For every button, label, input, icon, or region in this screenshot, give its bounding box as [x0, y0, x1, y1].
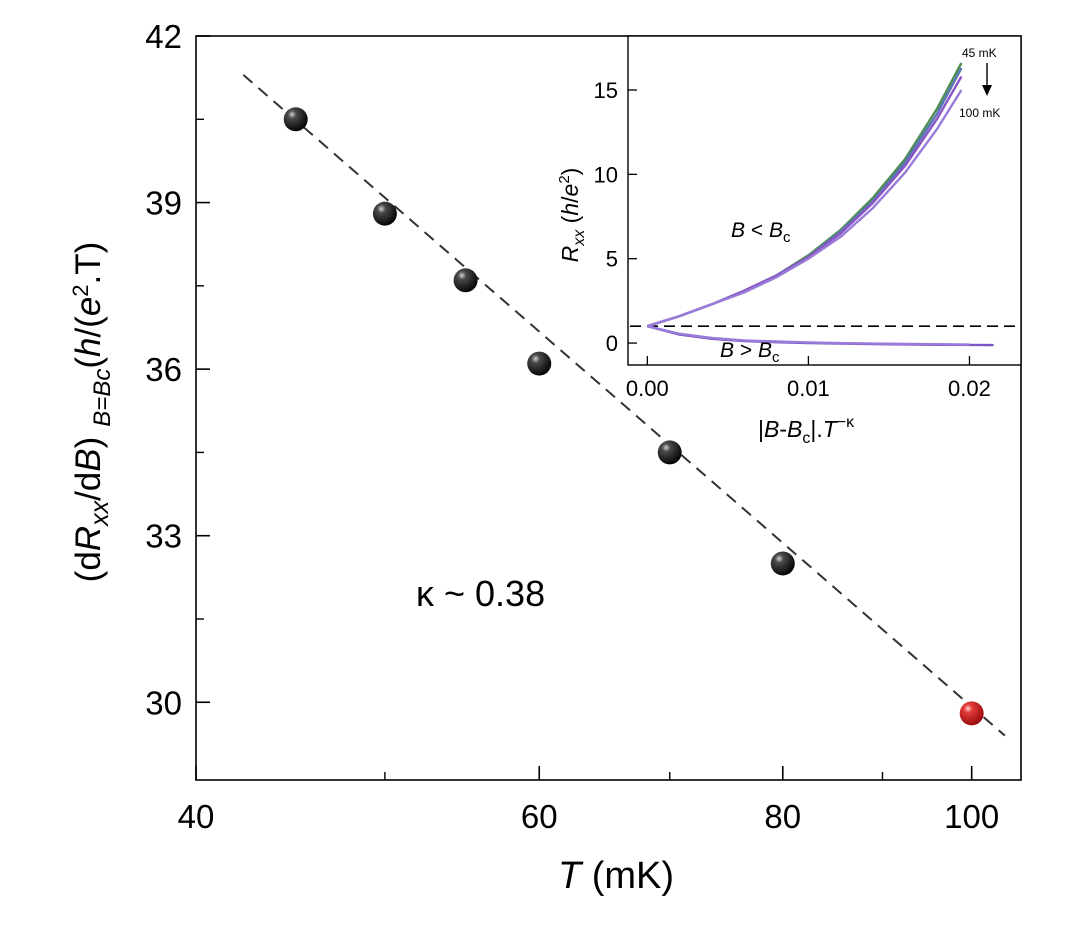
lower-op: >: [734, 339, 758, 362]
main-y-axis-title: (dRxx/dB) B=Bc(h/(e2.T): [68, 242, 116, 583]
iy-unit-e: e: [557, 184, 583, 197]
main-x-tick-labels: 40 60 80 100: [178, 798, 1000, 835]
x-tick-label: 60: [521, 798, 558, 835]
inset-y-tick-label: 15: [594, 78, 618, 103]
inset-y-tick-labels: 0 5 10 15: [594, 78, 618, 356]
lower-var2: B: [758, 339, 772, 362]
y-eval-sub: B=Bc: [89, 369, 116, 427]
ix-post: |.: [810, 416, 822, 442]
data-point: [283, 107, 308, 132]
y-sub: xx: [86, 499, 114, 527]
x-axis-var: T: [558, 855, 584, 897]
inset-y-tick-label: 10: [594, 162, 618, 187]
inset-curve-upper: [646, 89, 963, 328]
inset-curve-lower: [647, 325, 970, 346]
data-point: [372, 201, 397, 226]
iy-unit-slash: /: [557, 196, 583, 203]
y-tick-label: 42: [145, 18, 182, 55]
ix-var2: B: [787, 416, 802, 442]
ix-var: B: [764, 416, 779, 442]
y-close: ): [69, 437, 108, 449]
inset-upper-label: B < Bc: [731, 219, 791, 246]
y-tick-label: 30: [145, 684, 182, 721]
upper-op: <: [745, 219, 769, 242]
y-unit-h: h: [69, 338, 108, 357]
inset-x-tick-label: 0.02: [948, 376, 991, 401]
iy-unit-open: (: [557, 215, 583, 229]
y-unit-sup: 2: [68, 284, 93, 296]
data-point: [657, 440, 682, 465]
y-open: (d: [69, 551, 108, 582]
y-tick-label: 36: [145, 351, 182, 388]
iy-unit-close: ): [557, 168, 583, 176]
y-unit-slash: /(: [69, 316, 108, 338]
inset-plot-frame: [627, 35, 1022, 366]
y-mid: /d: [69, 472, 108, 501]
ix-sup: −κ: [837, 414, 855, 431]
y-var2: B: [69, 448, 108, 471]
x-tick-label: 80: [764, 798, 801, 835]
inset-y-tick-label: 5: [606, 247, 618, 272]
inset-y-tick-label: 0: [606, 331, 618, 356]
fit-line: [242, 74, 1006, 737]
inset-x-tick-label: 0.00: [626, 376, 669, 401]
main-x-axis-title: T (mK): [558, 855, 674, 897]
ix-var3: T: [823, 416, 839, 442]
inset-curves: [646, 62, 994, 347]
inset-x-tick-labels: 0.00 0.01 0.02: [626, 376, 991, 401]
x-tick-label: 100: [944, 798, 999, 835]
data-point: [527, 351, 552, 376]
y-var: R: [69, 526, 108, 551]
main-plot-frame: [195, 35, 1022, 781]
main-axis-ticks: [195, 35, 973, 780]
y-tick-label: 39: [145, 185, 182, 222]
inset-temp-low-label: 100 mK: [959, 106, 1000, 120]
data-point: [453, 268, 478, 293]
iy-var: R: [557, 246, 583, 263]
y-unit-e: e: [69, 297, 108, 316]
inset-axis-ticks: [628, 89, 971, 365]
lower-var: B: [720, 339, 734, 362]
inset-x-tick-label: 0.01: [787, 376, 830, 401]
upper-var2: B: [769, 219, 783, 242]
y-tick-label: 33: [145, 518, 182, 555]
kappa-annotation: κ ~ 0.38: [416, 573, 545, 614]
x-axis-unit: (mK): [581, 855, 674, 897]
upper-var: B: [731, 219, 745, 242]
ix-mid: -: [779, 416, 787, 442]
iy-sub: xx: [571, 229, 588, 247]
temp-arrow-head-icon: [982, 85, 992, 96]
iy-unit-h: h: [557, 203, 583, 216]
data-points: [283, 107, 984, 726]
ix-pre: |: [758, 416, 764, 442]
x-tick-label: 40: [178, 798, 215, 835]
lower-sub: c: [772, 349, 780, 366]
inset-y-axis-title: Rxx (h/e2): [556, 168, 588, 263]
data-point-red: [959, 701, 984, 726]
upper-sub: c: [783, 229, 791, 246]
y-unit-open: (: [69, 357, 108, 369]
ix-sub: c: [802, 430, 810, 447]
y-unit-tail: .T): [69, 242, 108, 285]
data-point: [770, 551, 795, 576]
main-y-tick-labels: 30 33 36 39 42: [145, 18, 182, 721]
inset-x-axis-title: |B-Bc|.T−κ: [758, 414, 855, 447]
inset-lower-label: B > Bc: [720, 339, 780, 366]
inset-temp-high-label: 45 mK: [962, 46, 997, 60]
iy-unit-sup: 2: [556, 175, 573, 183]
